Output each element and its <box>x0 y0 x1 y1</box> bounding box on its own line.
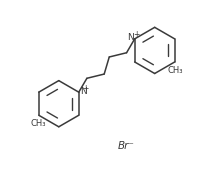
Text: +: + <box>133 30 140 40</box>
Text: CH₃: CH₃ <box>168 66 183 75</box>
Text: N: N <box>127 33 134 42</box>
Text: CH₃: CH₃ <box>30 119 46 128</box>
Text: Br⁻: Br⁻ <box>118 141 135 151</box>
Text: +: + <box>82 84 89 93</box>
Text: N: N <box>80 87 86 96</box>
